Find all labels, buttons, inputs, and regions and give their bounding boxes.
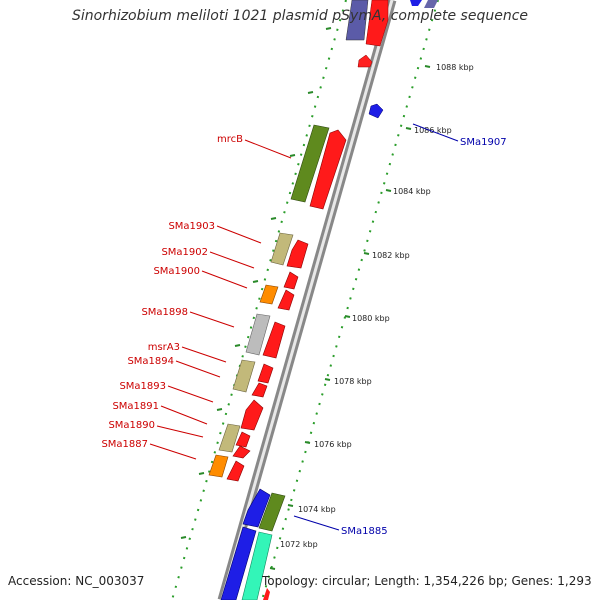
gene-label-SMa1893: SMa1893 bbox=[119, 381, 166, 392]
gene-label-SMa1891: SMa1891 bbox=[112, 401, 159, 412]
scale-label-1088: 1088 kbp bbox=[436, 63, 474, 72]
gene-SMa1900 bbox=[259, 284, 295, 311]
gene-SMa1885 bbox=[242, 488, 286, 532]
gene-top-blue bbox=[410, 0, 422, 6]
scale-label-1080: 1080 kbp bbox=[352, 314, 390, 323]
accession-label: Accession: NC_003037 bbox=[8, 574, 145, 588]
map-title: Sinorhizobium meliloti 1021 plasmid pSym… bbox=[71, 8, 529, 24]
gene-label-msrA3: msrA3 bbox=[148, 342, 180, 353]
scale-label-1078: 1078 kbp bbox=[334, 377, 372, 386]
gene-label-SMa1885: SMa1885 bbox=[341, 526, 388, 537]
gene-SMa1903 bbox=[270, 232, 309, 269]
gene-label-SMa1900: SMa1900 bbox=[153, 266, 200, 277]
gene-labels-left: mrcB SMa1903 SMa1902 SMa1900 SMa1898 msr… bbox=[101, 134, 243, 450]
gene-label-SMa1887: SMa1887 bbox=[101, 439, 148, 450]
gene-blue-small bbox=[368, 103, 384, 119]
gene-msrA3 bbox=[257, 363, 274, 384]
sequence-backbone bbox=[217, 0, 397, 602]
gene-top-slate bbox=[345, 0, 369, 41]
gene-label-SMa1903: SMa1903 bbox=[168, 221, 215, 232]
gene-SMa1890 bbox=[232, 445, 251, 459]
label-leader-lines-right bbox=[293, 123, 459, 531]
gene-label-SMa1890: SMa1890 bbox=[108, 420, 155, 431]
scale-label-1082: 1082 kbp bbox=[372, 251, 410, 260]
gene-SMa1887 bbox=[208, 454, 245, 482]
gene-red-small bbox=[357, 54, 373, 68]
gene-labels-right: SMa1907 SMa1885 bbox=[341, 137, 507, 537]
gene-mrcB bbox=[290, 124, 347, 210]
gene-SMa1902 bbox=[283, 271, 299, 290]
gene-SMa1898 bbox=[245, 313, 286, 359]
scale-label-1076: 1076 kbp bbox=[314, 440, 352, 449]
scale-label-1084: 1084 kbp bbox=[393, 187, 431, 196]
gene-label-mrcB: mrcB bbox=[217, 134, 243, 145]
gene-top-red bbox=[365, 0, 389, 47]
topology-label: Topology: circular; Length: 1,354,226 bp… bbox=[262, 574, 592, 588]
gene-label-SMa1898: SMa1898 bbox=[141, 307, 188, 318]
gene-SMa1891 bbox=[218, 423, 251, 453]
gene-label-SMa1902: SMa1902 bbox=[161, 247, 208, 258]
gene-features-top bbox=[345, 0, 438, 119]
scale-label-1086: 1086 kbp bbox=[414, 126, 452, 135]
inner-dotted-guide bbox=[171, 0, 347, 601]
scale-ticks bbox=[180, 27, 431, 570]
gene-label-SMa1894: SMa1894 bbox=[127, 356, 174, 367]
gene-SMa1894 bbox=[232, 359, 268, 398]
gene-top-slate2 bbox=[424, 0, 438, 8]
scale-labels: 1088 kbp 1086 kbp 1084 kbp 1082 kbp 1080… bbox=[280, 63, 474, 549]
gene-label-SMa1907: SMa1907 bbox=[460, 137, 507, 148]
scale-label-1072: 1072 kbp bbox=[280, 540, 318, 549]
label-leader-lines-left bbox=[149, 139, 292, 460]
gene-SMa1893 bbox=[240, 399, 264, 431]
scale-label-1074: 1074 kbp bbox=[298, 505, 336, 514]
outer-dotted-guide bbox=[261, 0, 439, 601]
